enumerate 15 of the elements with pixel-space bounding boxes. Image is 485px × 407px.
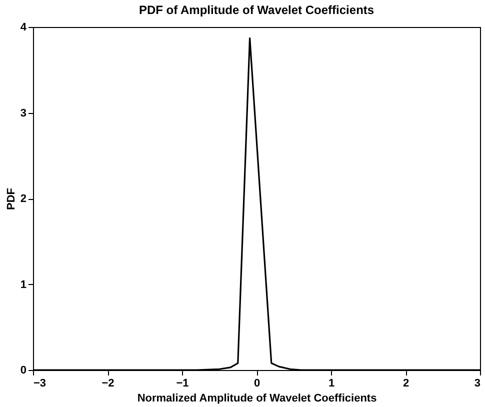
x-tick-label: 2 (402, 378, 410, 390)
y-tick-label: 3 (20, 107, 26, 120)
y-tick-label: 2 (20, 193, 26, 205)
x-tick-label: 1 (328, 378, 335, 390)
x-tick-label: 0 (254, 378, 260, 390)
y-tick-label: 1 (20, 278, 26, 291)
x-tick-label: −1 (176, 378, 189, 390)
y-tick-label: 4 (20, 22, 28, 34)
y-axis-title: PDF (5, 188, 18, 210)
chart-title: PDF of Amplitude of Wavelet Coefficients (138, 3, 374, 17)
y-tick-label: 0 (20, 364, 26, 376)
x-tick-label: 3 (474, 378, 480, 390)
x-tick-label: −3 (34, 378, 46, 390)
x-tick-label: −2 (102, 378, 114, 390)
x-axis-title: Normalized Amplitude of Wavelet Coefficients (137, 392, 377, 404)
